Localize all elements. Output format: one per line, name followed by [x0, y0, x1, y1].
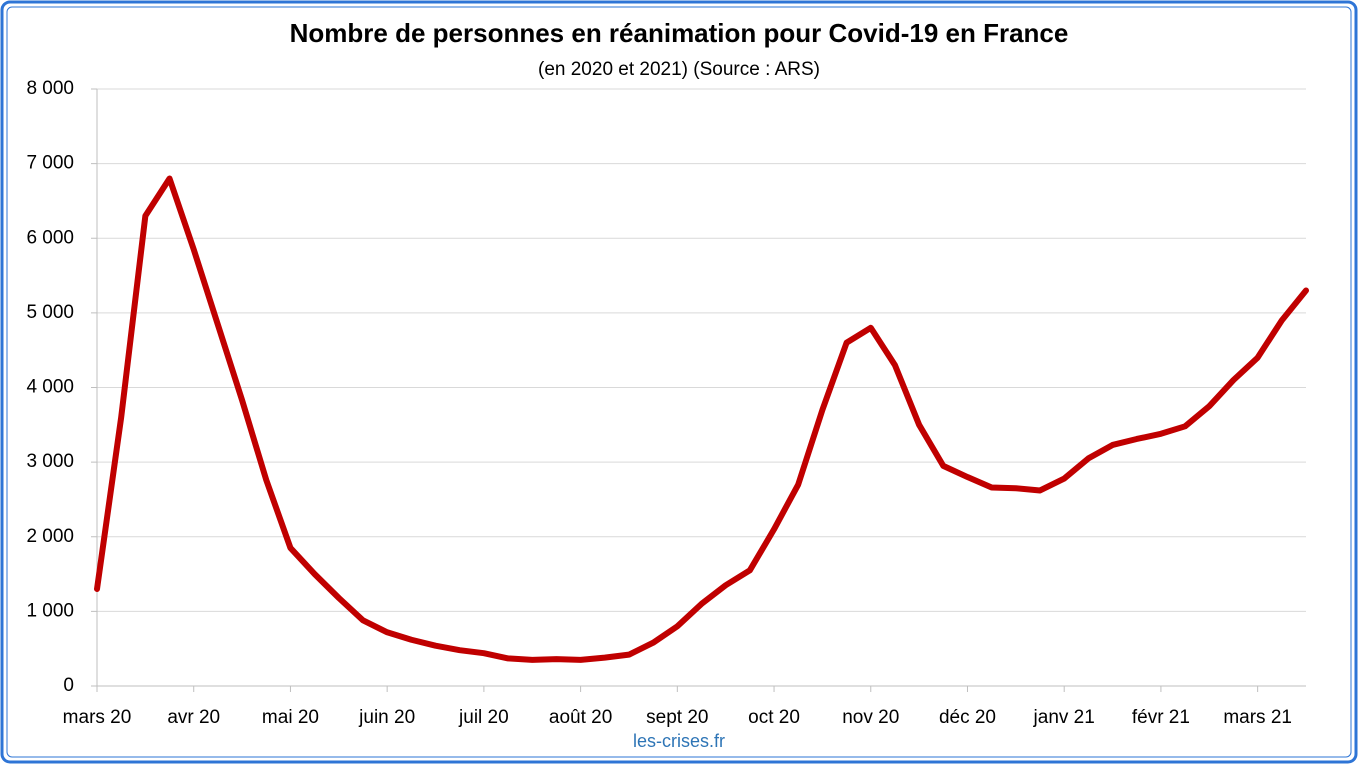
x-tick-label: mars 21 — [1223, 707, 1292, 728]
x-tick-label: avr 20 — [167, 707, 220, 728]
y-tick-label: 1 000 — [26, 600, 74, 621]
y-tick-label: 6 000 — [26, 227, 74, 248]
x-tick-label: nov 20 — [842, 707, 899, 728]
y-tick-label: 3 000 — [26, 451, 74, 472]
y-tick-label: 8 000 — [26, 78, 74, 99]
x-tick-label: août 20 — [549, 707, 612, 728]
x-tick-label: févr 21 — [1132, 707, 1190, 728]
x-tick-label: déc 20 — [939, 707, 996, 728]
annotation: les-crises.fr — [633, 731, 725, 751]
y-tick-label: 0 — [63, 675, 74, 696]
x-tick-label: juin 20 — [358, 707, 415, 728]
chart-title: Nombre de personnes en réanimation pour … — [290, 18, 1069, 48]
y-tick-label: 7 000 — [26, 153, 74, 174]
line — [94, 175, 1309, 663]
inner-frame — [6, 6, 1352, 758]
y-tick-label: 5 000 — [26, 302, 74, 323]
x-tick-label: mai 20 — [262, 707, 319, 728]
x-tick-label: mars 20 — [63, 707, 132, 728]
chart-subtitle: (en 2020 et 2021) (Source : ARS) — [538, 59, 820, 80]
x-tick-label: janv 21 — [1033, 707, 1095, 728]
x-tick-label: oct 20 — [748, 707, 800, 728]
y-tick-label: 4 000 — [26, 377, 74, 398]
x-tick-label: sept 20 — [646, 707, 708, 728]
y-tick-label: 2 000 — [26, 526, 74, 547]
x-tick-label: juil 20 — [458, 707, 509, 728]
